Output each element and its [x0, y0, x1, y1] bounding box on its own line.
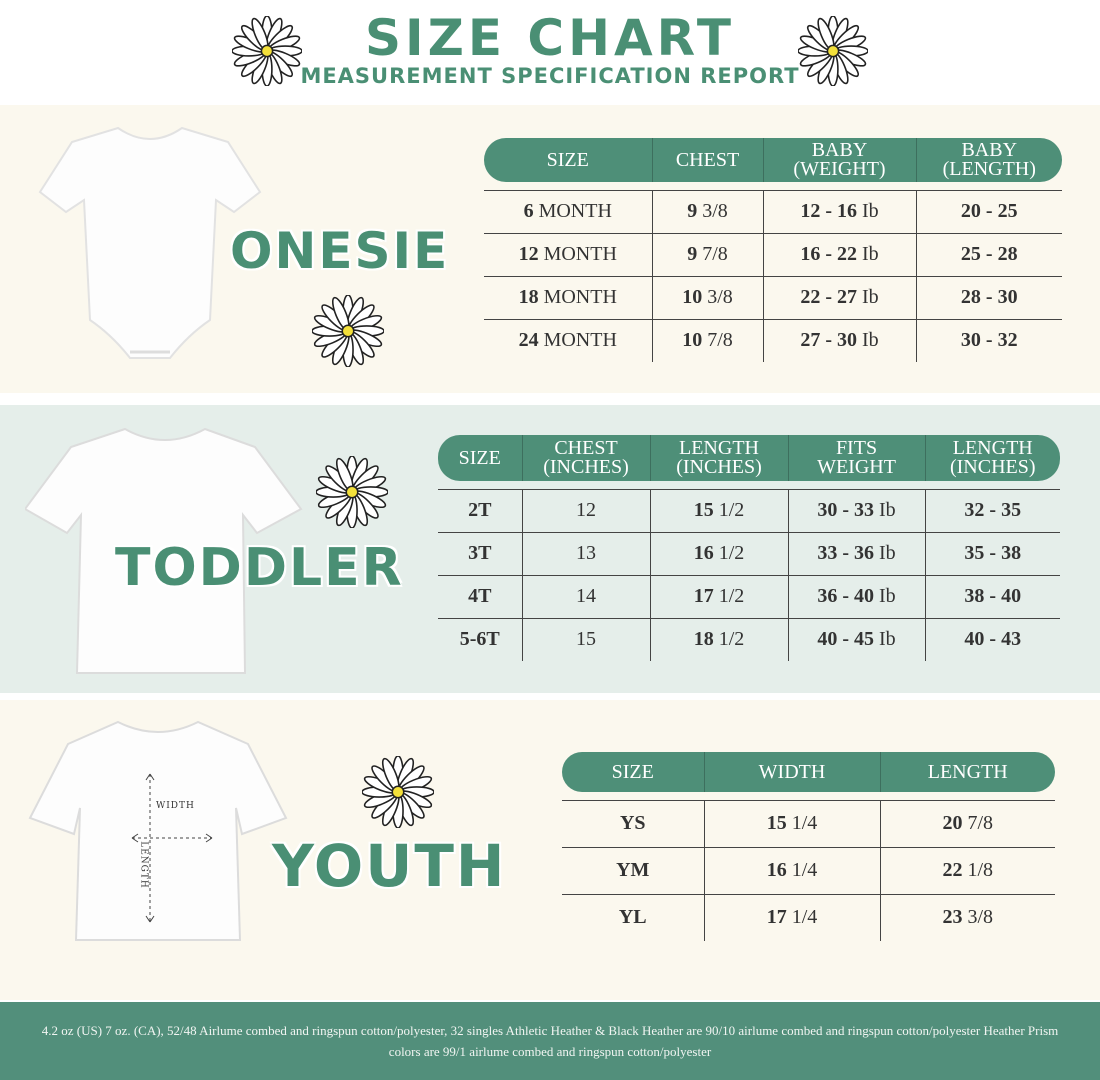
table-cell: 20 7/8 [879, 799, 1055, 847]
youth-tshirt-image [28, 720, 288, 941]
toddler-label: TODDLER [115, 538, 404, 598]
table-cell: 13 [521, 531, 650, 575]
table-row: YM 16 1/4 22 1/8 [562, 846, 1055, 894]
table-row: YS 15 1/4 20 7/8 [562, 799, 1055, 847]
table-cell: 15 1/4 [703, 799, 880, 847]
table-cell: 40 - 45 Ib [787, 617, 925, 661]
table-row: 5-6T 15 18 1/2 40 - 45 Ib 40 - 43 [438, 617, 1060, 661]
table-cell: 23 3/8 [879, 893, 1055, 941]
daisy-icon [312, 295, 384, 367]
onesie-size-table: SIZE CHEST BABY (WEIGHT) BABY (LENGTH) 6 MONTH… [484, 138, 1062, 362]
daisy-icon [798, 16, 868, 86]
table-row: 3T 13 16 1/2 33 - 36 Ib 35 - 38 [438, 531, 1060, 575]
table-row: 12 MONTH 9 7/8 16 - 22 Ib 25 - 28 [484, 232, 1062, 276]
table-cell: 2T [438, 488, 522, 532]
table-cell: 12 [521, 488, 650, 532]
table-cell: 25 - 28 [915, 232, 1062, 276]
column-header: LENGTH [879, 752, 1055, 792]
table-cell: 15 1/2 [649, 488, 788, 532]
onesie-image [38, 126, 262, 359]
column-header: BABY (WEIGHT) [762, 138, 916, 182]
table-row: 4T 14 17 1/2 36 - 40 Ib 38 - 40 [438, 574, 1060, 618]
column-header: SIZE [438, 435, 522, 481]
fabric-note: 4.2 oz (US) 7 oz. (CA), 52/48 Airlume co… [0, 1002, 1100, 1080]
table-cell: 22 - 27 Ib [762, 275, 916, 319]
onesie-label: ONESIE [230, 222, 450, 280]
column-header: FITS WEIGHT [787, 435, 925, 481]
table-cell: 6 MONTH [484, 189, 652, 233]
table-cell: 27 - 30 Ib [762, 318, 916, 362]
table-header: SIZE CHEST BABY (WEIGHT) BABY (LENGTH) [484, 138, 1062, 182]
table-cell: 40 - 43 [924, 617, 1060, 661]
table-row: 24 MONTH 10 7/8 27 - 30 Ib 30 - 32 [484, 318, 1062, 362]
table-cell: 18 MONTH [484, 275, 652, 319]
table-cell: 10 7/8 [651, 318, 763, 362]
table-cell: 10 3/8 [651, 275, 763, 319]
table-cell: YM [562, 846, 704, 894]
table-cell: 4T [438, 574, 522, 618]
table-cell: 17 1/4 [703, 893, 880, 941]
daisy-icon [362, 756, 434, 828]
page-subtitle: MEASUREMENT SPECIFICATION REPORT [300, 64, 800, 88]
table-cell: 9 7/8 [651, 232, 763, 276]
table-cell: 32 - 35 [924, 488, 1060, 532]
column-header: BABY (LENGTH) [915, 138, 1062, 182]
table-cell: 5-6T [438, 617, 522, 661]
table-cell: YL [562, 893, 704, 941]
table-cell: 12 MONTH [484, 232, 652, 276]
table-cell: 12 - 16 Ib [762, 189, 916, 233]
table-cell: 3T [438, 531, 522, 575]
length-annotation: LENGTH [138, 841, 149, 889]
table-header: SIZE WIDTH LENGTH [562, 752, 1055, 792]
table-cell: 18 1/2 [649, 617, 788, 661]
table-cell: 30 - 32 [915, 318, 1062, 362]
table-cell: 16 - 22 Ib [762, 232, 916, 276]
column-header: WIDTH [703, 752, 880, 792]
table-cell: 28 - 30 [915, 275, 1062, 319]
table-cell: 35 - 38 [924, 531, 1060, 575]
table-cell: 24 MONTH [484, 318, 652, 362]
toddler-tshirt-image [25, 427, 303, 674]
table-cell: 17 1/2 [649, 574, 788, 618]
toddler-size-table: SIZE CHEST (INCHES) LENGTH (INCHES) FITS WEIGH… [438, 435, 1060, 661]
table-row: YL 17 1/4 23 3/8 [562, 893, 1055, 941]
table-cell: 22 1/8 [879, 846, 1055, 894]
column-header: CHEST (INCHES) [521, 435, 650, 481]
table-cell: 38 - 40 [924, 574, 1060, 618]
column-header: CHEST [651, 138, 763, 182]
table-cell: 20 - 25 [915, 189, 1062, 233]
width-annotation: WIDTH [156, 801, 195, 811]
table-cell: 15 [521, 617, 650, 661]
youth-size-table: SIZE WIDTH LENGTH YS 15 1/4 20 7/8 YM 16 1/4 2… [562, 752, 1055, 941]
table-cell: 36 - 40 Ib [787, 574, 925, 618]
table-cell: 16 1/4 [703, 846, 880, 894]
table-cell: 9 3/8 [651, 189, 763, 233]
table-cell: 14 [521, 574, 650, 618]
table-row: 18 MONTH 10 3/8 22 - 27 Ib 28 - 30 [484, 275, 1062, 319]
column-header: SIZE [562, 752, 704, 792]
table-cell: 30 - 33 Ib [787, 488, 925, 532]
table-cell: 16 1/2 [649, 531, 788, 575]
table-cell: YS [562, 799, 704, 847]
column-header: SIZE [484, 138, 652, 182]
column-header: LENGTH (INCHES) [924, 435, 1060, 481]
daisy-icon [232, 16, 302, 86]
column-header: LENGTH (INCHES) [649, 435, 788, 481]
youth-label: YOUTH [272, 832, 507, 900]
table-header: SIZE CHEST (INCHES) LENGTH (INCHES) FITS WEIGH… [438, 435, 1060, 481]
daisy-icon [316, 456, 388, 528]
table-row: 6 MONTH 9 3/8 12 - 16 Ib 20 - 25 [484, 189, 1062, 233]
table-cell: 33 - 36 Ib [787, 531, 925, 575]
page-title: SIZE CHART [364, 9, 736, 67]
table-row: 2T 12 15 1/2 30 - 33 Ib 32 - 35 [438, 488, 1060, 532]
